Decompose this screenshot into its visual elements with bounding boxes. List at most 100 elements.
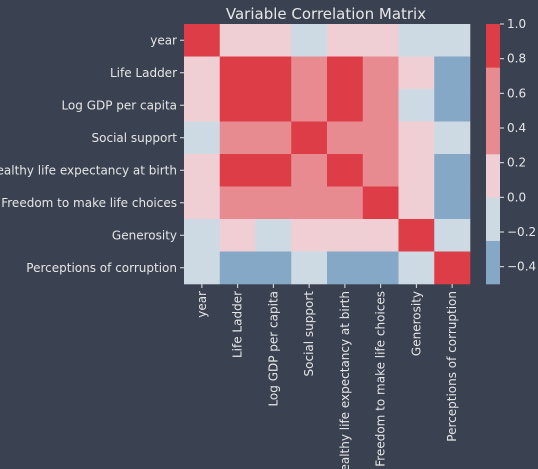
heatmap-cell: [362, 24, 399, 57]
colorbar-tick-label: 0.4: [507, 121, 526, 135]
heatmap-cell: [184, 154, 221, 187]
heatmap-cell: [255, 251, 292, 285]
chart-title: Variable Correlation Matrix: [226, 5, 426, 23]
heatmap-cell: [184, 186, 221, 220]
heatmap-cell: [398, 121, 435, 155]
heatmap-cell: [219, 154, 256, 187]
heatmap-cell: [291, 219, 328, 252]
x-tick-label: Social support: [302, 291, 316, 377]
heatmap-cell: [219, 89, 256, 122]
x-axis-labels: year Life Ladder Log GDP per capita Social …: [195, 284, 459, 469]
colorbar-tick-label: 0.2: [507, 156, 526, 170]
heatmap-cell: [219, 251, 256, 285]
heatmap-cell: [398, 154, 435, 187]
heatmap-cell: [255, 154, 292, 187]
heatmap-cell: [184, 89, 221, 122]
colorbar-segment: [486, 197, 500, 241]
heatmap-cell: [434, 121, 471, 155]
heatmap-cell: [184, 251, 221, 285]
heatmap-cell: [398, 89, 435, 122]
heatmap-cell: [291, 154, 328, 187]
heatmap-cell: [291, 24, 328, 57]
colorbar-segment: [486, 240, 500, 285]
heatmap-cell: [184, 121, 221, 155]
colorbar-segment: [486, 67, 500, 111]
colorbar-segment: [486, 154, 500, 198]
x-tick-label: Log GDP per capita: [266, 291, 280, 407]
heatmap-cell: [219, 121, 256, 155]
x-tick-label: Generosity: [409, 291, 423, 356]
colorbar-segment: [486, 24, 500, 68]
heatmap-cell: [219, 186, 256, 220]
heatmap-cell: [434, 186, 471, 220]
heatmap-cell: [398, 251, 435, 285]
heatmap-cell: [434, 89, 471, 122]
y-tick-label: Generosity: [112, 228, 177, 242]
colorbar-tick-label: 1.0: [507, 17, 526, 31]
y-tick-label: year: [150, 33, 177, 47]
heatmap-cell: [219, 56, 256, 90]
heatmap-cell: [327, 56, 364, 90]
heatmap-cell: [184, 24, 221, 57]
heatmap-cell: [434, 219, 471, 252]
colorbar-segment: [486, 110, 500, 155]
x-tick-label: Life Ladder: [231, 291, 245, 358]
heatmap-cell: [434, 56, 471, 90]
heatmap-cell: [255, 186, 292, 220]
y-tick-label: Perceptions of corruption: [26, 261, 177, 275]
colorbar-tick-label: −0.4: [507, 260, 536, 274]
heatmap-cell: [184, 219, 221, 252]
heatmap-cell: [362, 121, 399, 155]
heatmap-cell: [255, 89, 292, 122]
colorbar-tick-label: 0.6: [507, 86, 526, 100]
heatmap-cell: [362, 186, 399, 220]
x-tick-label: year: [195, 291, 209, 318]
heatmap-cell: [327, 24, 364, 57]
heatmap-cell: [398, 56, 435, 90]
heatmap-cell: [255, 56, 292, 90]
heatmap-cell: [327, 251, 364, 285]
x-tick-label: Healthy life expectancy at birth: [338, 291, 352, 469]
heatmap-cell: [362, 89, 399, 122]
heatmap-cell: [291, 89, 328, 122]
heatmap-cell: [398, 219, 435, 252]
heatmap-cell: [255, 121, 292, 155]
heatmap-cell: [255, 219, 292, 252]
heatmap-cell: [362, 219, 399, 252]
x-tick-label: Perceptions of corruption: [445, 291, 459, 442]
heatmap-cell: [291, 186, 328, 220]
heatmap-cell: [434, 154, 471, 187]
heatmap-cell: [291, 56, 328, 90]
heatmap-cell: [327, 121, 364, 155]
colorbar-tick-label: −0.2: [507, 225, 536, 239]
heatmap-cell: [398, 24, 435, 57]
y-tick-label: Freedom to make life choices: [1, 196, 177, 210]
y-tick-label: Log GDP per capita: [61, 98, 177, 112]
heatmap-cell: [327, 89, 364, 122]
heatmap-cell: [434, 251, 471, 285]
heatmap-cell: [219, 219, 256, 252]
heatmap-cell: [362, 154, 399, 187]
heatmap-cell: [362, 56, 399, 90]
heatmap-cell: [434, 24, 471, 57]
heatmap-cell: [362, 251, 399, 285]
heatmap-cell: [327, 154, 364, 187]
heatmap-cell: [184, 56, 221, 90]
heatmap-cell: [327, 219, 364, 252]
y-axis-labels: year Life Ladder Log GDP per capita Social …: [0, 33, 184, 275]
colorbar: 1.0 0.8 0.6 0.4 0.2 0.0 −0.2 −0.4: [486, 17, 536, 285]
colorbar-tick-label: 0.0: [507, 190, 526, 204]
y-tick-label: Life Ladder: [110, 66, 177, 80]
x-tick-label: Freedom to make life choices: [374, 291, 388, 467]
heatmap-cell: [398, 186, 435, 220]
colorbar-tick-label: 0.8: [507, 52, 526, 66]
heatmap-cell: [219, 24, 256, 57]
heatmap-cell: [291, 251, 328, 285]
heatmap-cell: [255, 24, 292, 57]
heatmap-cell: [327, 186, 364, 220]
heatmap-cell: [291, 121, 328, 155]
heatmap-cells: [184, 24, 471, 285]
y-tick-label: Social support: [92, 131, 178, 145]
y-tick-label: Healthy life expectancy at birth: [0, 163, 177, 177]
